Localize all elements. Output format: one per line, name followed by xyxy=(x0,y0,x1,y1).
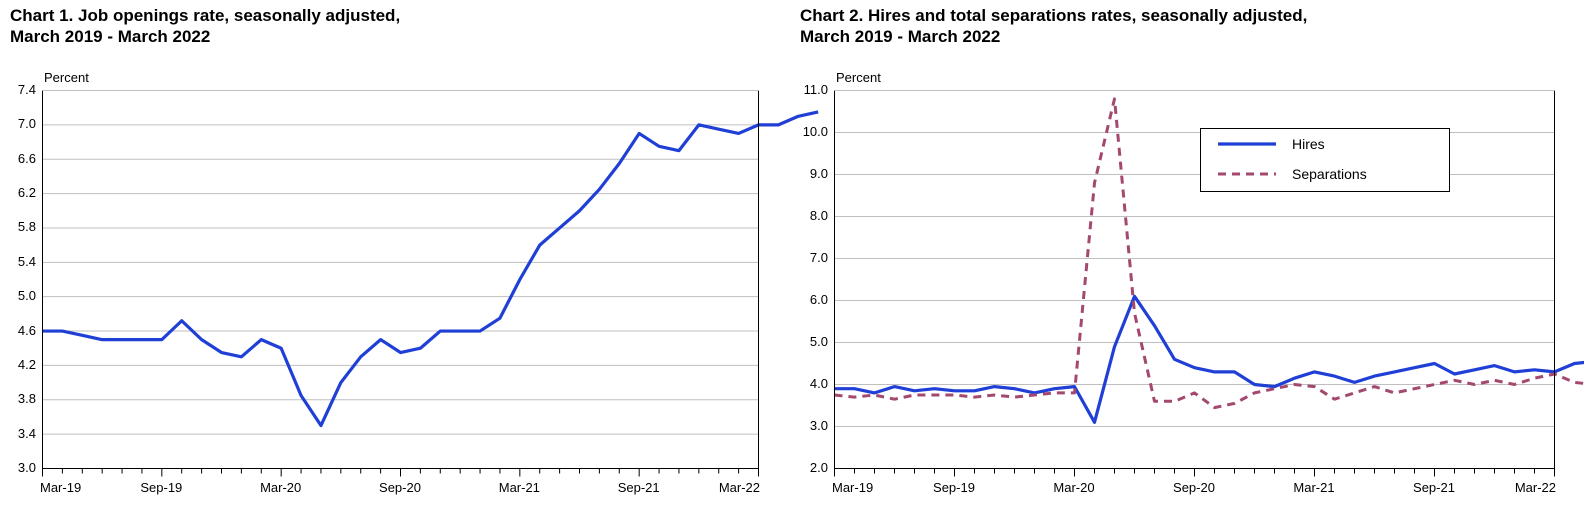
chart-1-ytick-label: 7.4 xyxy=(0,82,36,97)
chart-1-xtick-label: Mar-21 xyxy=(484,480,554,495)
chart-1-title-line: Chart 1. Job openings rate, seasonally a… xyxy=(10,6,400,26)
chart-1-ytick-label: 5.0 xyxy=(0,288,36,303)
chart-2-ytick-label: 6.0 xyxy=(792,292,828,307)
chart-2-xtick-label: Sep-20 xyxy=(1159,480,1229,495)
chart-2-ytick-label: 8.0 xyxy=(792,208,828,223)
chart-1-xtick-label: Sep-20 xyxy=(365,480,435,495)
chart-1-ytick-label: 3.0 xyxy=(0,460,36,475)
chart-2-xtick-label: Mar-21 xyxy=(1279,480,1349,495)
chart-1-ytick-label: 3.4 xyxy=(0,426,36,441)
chart-1-ytick-label: 3.8 xyxy=(0,391,36,406)
chart-2-xtick-label: Sep-19 xyxy=(919,480,989,495)
chart-2-ytick-label: 4.0 xyxy=(792,376,828,391)
legend-swatch xyxy=(1218,138,1276,150)
chart-2-title-line: March 2019 - March 2022 xyxy=(800,27,1000,47)
chart-1-title-line: March 2019 - March 2022 xyxy=(10,27,210,47)
chart-1-xtick-label: Mar-22 xyxy=(680,480,760,495)
chart-1-ytick-label: 4.2 xyxy=(0,357,36,372)
chart-2-ytick-label: 5.0 xyxy=(792,334,828,349)
chart-2-y-axis-title: Percent xyxy=(836,70,881,85)
chart-1-xtick-label: Mar-20 xyxy=(246,480,316,495)
chart-2-xtick-label: Mar-19 xyxy=(832,480,912,495)
chart-2-title-line: Chart 2. Hires and total separations rat… xyxy=(800,6,1307,26)
legend-swatch xyxy=(1218,168,1276,180)
chart-1-xtick-label: Sep-19 xyxy=(126,480,196,495)
chart-2-legend-entry: Separations xyxy=(1218,164,1367,184)
chart-1-plot xyxy=(42,90,760,484)
chart-1-y-axis-title: Percent xyxy=(44,70,89,85)
chart-1-ytick-label: 4.6 xyxy=(0,323,36,338)
chart-2-series-0 xyxy=(835,296,1584,422)
chart-2-ytick-label: 2.0 xyxy=(792,460,828,475)
chart-2-ytick-label: 3.0 xyxy=(792,418,828,433)
chart-2-ytick-label: 7.0 xyxy=(792,250,828,265)
legend-label: Hires xyxy=(1292,136,1325,152)
chart-2-xtick-label: Mar-20 xyxy=(1039,480,1109,495)
chart-1-xtick-label: Mar-19 xyxy=(40,480,120,495)
chart-1-ytick-label: 7.0 xyxy=(0,116,36,131)
chart-2-ytick-label: 10.0 xyxy=(792,124,828,139)
chart-1-xtick-label: Sep-21 xyxy=(604,480,674,495)
chart-1-ytick-label: 6.6 xyxy=(0,151,36,166)
chart-2-ytick-label: 9.0 xyxy=(792,166,828,181)
chart-1-ytick-label: 5.8 xyxy=(0,219,36,234)
chart-2-legend-entry: Hires xyxy=(1218,134,1325,154)
chart-2-xtick-label: Sep-21 xyxy=(1399,480,1469,495)
chart-1-ytick-label: 6.2 xyxy=(0,185,36,200)
legend-label: Separations xyxy=(1292,166,1367,182)
chart-2-ytick-label: 11.0 xyxy=(792,82,828,97)
chart-1-ytick-label: 5.4 xyxy=(0,254,36,269)
chart-2-xtick-label: Mar-22 xyxy=(1476,480,1556,495)
